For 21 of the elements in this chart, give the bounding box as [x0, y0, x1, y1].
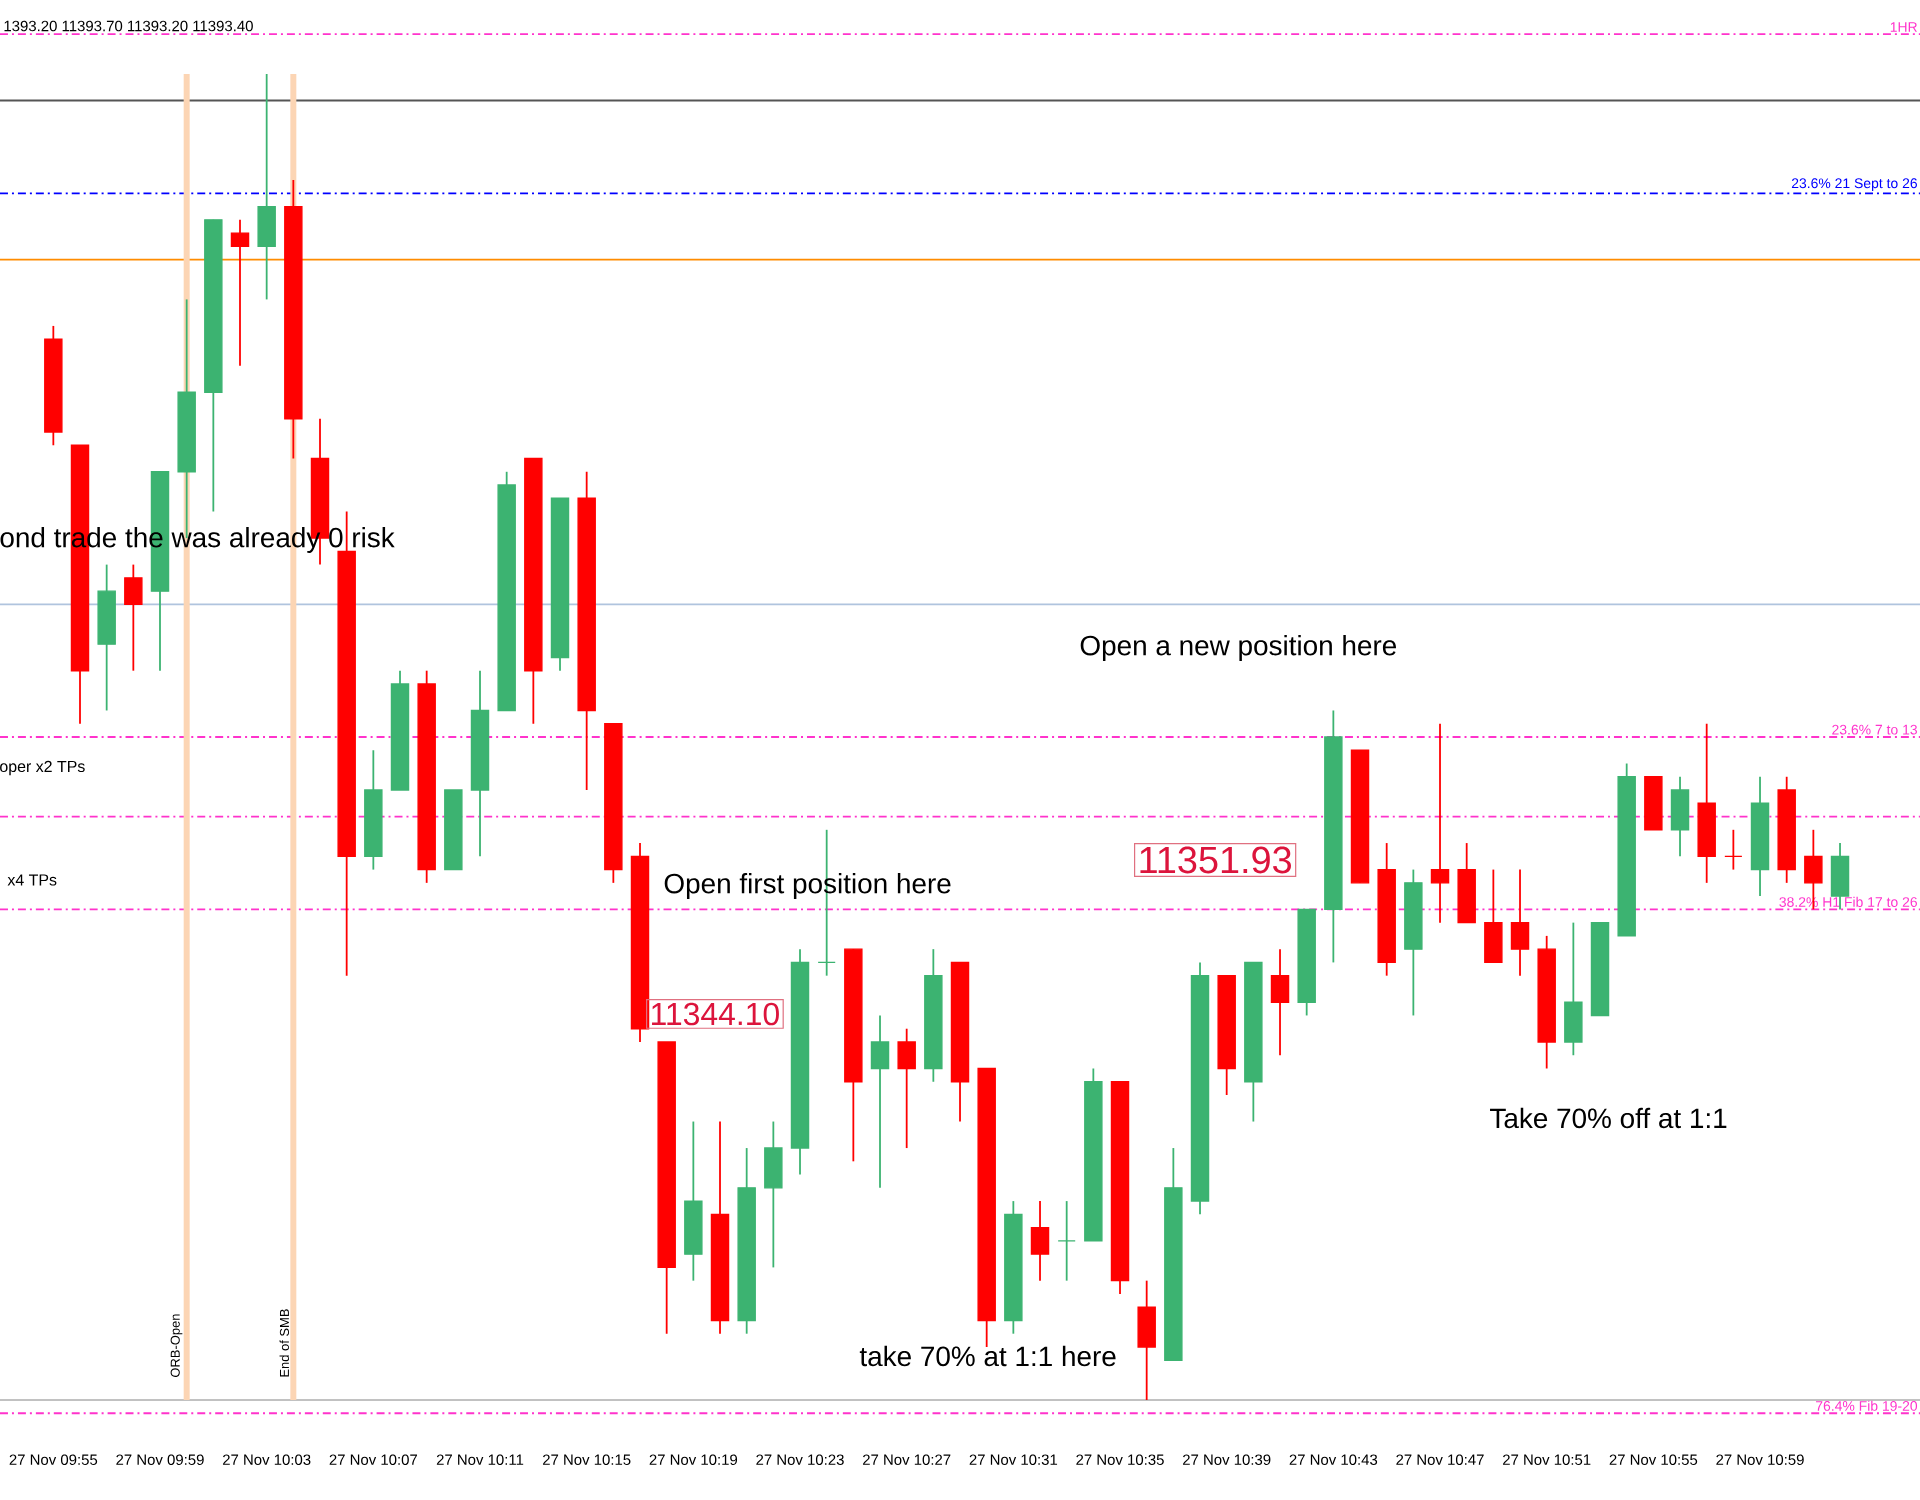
candlestick	[870, 1014, 890, 1189]
candlestick	[1430, 722, 1450, 924]
candlestick	[764, 1120, 783, 1269]
candlestick	[1137, 1279, 1156, 1401]
candlestick	[1510, 868, 1530, 977]
candlestick	[1484, 868, 1503, 964]
annotation: Take 70% off at 1:1	[1490, 1107, 1727, 1129]
candlestick	[1030, 1200, 1050, 1282]
annotation: take 70% at 1:1 here	[859, 1345, 1116, 1367]
candlestick	[1270, 948, 1290, 1057]
candlestick	[897, 1027, 916, 1149]
candlestick	[1057, 1200, 1076, 1282]
candlestick	[1724, 828, 1743, 871]
annotation: 11351.93	[1140, 846, 1291, 874]
candlestick	[1670, 775, 1690, 858]
annotation: Open a new position here	[1080, 634, 1397, 661]
candlestick	[1564, 921, 1583, 1057]
candlestick	[124, 563, 143, 672]
candlestick	[257, 73, 276, 301]
annotation: 11344.10	[652, 1002, 779, 1026]
candlestick	[230, 218, 250, 367]
